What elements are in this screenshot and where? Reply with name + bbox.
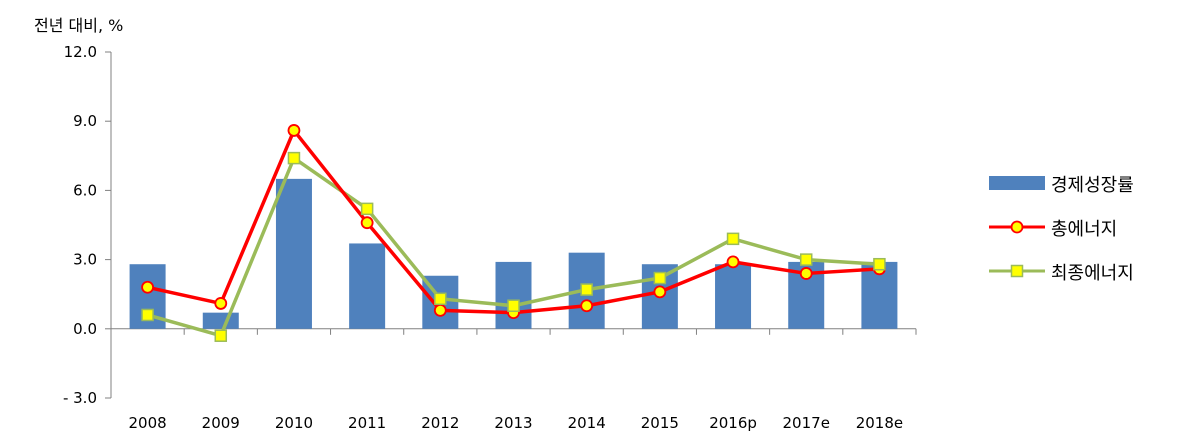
point-total-energy: [141, 280, 154, 294]
legend-label-gdp-growth: 경제성장률: [1051, 175, 1134, 196]
y-tick-label: 6.0: [73, 181, 97, 199]
point-total-energy: [360, 216, 374, 230]
point-final-energy: [214, 329, 228, 342]
point-total-energy: [799, 267, 813, 280]
y-tick-label: 12.0: [64, 43, 97, 61]
point-total-energy: [287, 124, 301, 137]
bar-gdp-growth: [349, 243, 386, 329]
x-tick-label: 2016p: [709, 414, 757, 432]
legend-label-total-energy: 총에너지: [1051, 219, 1118, 240]
x-tick-label: 2010: [275, 414, 313, 432]
x-tick-label: 2012: [421, 414, 459, 432]
y-tick-label: - 3.0: [63, 389, 97, 407]
legend-bar-swatch: [989, 176, 1045, 190]
point-final-energy: [580, 283, 593, 296]
point-final-energy: [507, 299, 520, 312]
bar-gdp-growth: [275, 178, 312, 329]
y-tick-label: 9.0: [73, 112, 97, 130]
x-tick-label: 2018e: [856, 414, 903, 432]
y-tick-label: 0.0: [73, 320, 97, 338]
legend-square-line-icon: [989, 264, 1045, 278]
x-tick-label: 2011: [348, 414, 386, 432]
bar-gdp-growth: [202, 312, 239, 329]
point-final-energy: [873, 257, 886, 271]
x-tick-label: 2015: [641, 414, 679, 432]
point-total-energy: [433, 303, 447, 317]
point-final-energy: [726, 232, 740, 246]
x-tick-label: 2009: [202, 414, 240, 432]
x-tick-label: 2017e: [783, 414, 830, 432]
axes-layer: - 3.0 0.0 3.0 6.0 9.0 12.0 2008 2009 2010 2011 201…: [63, 43, 917, 432]
point-total-energy: [580, 299, 594, 313]
legend-total-marker: [1010, 220, 1024, 234]
x-tick-label: 2013: [494, 414, 532, 432]
x-tick-label: 2014: [568, 414, 606, 432]
y-tick-label: 3.0: [73, 251, 97, 269]
legend-label-final-energy: 최종에너지: [1051, 263, 1134, 284]
point-final-energy: [653, 271, 667, 285]
point-total-energy: [726, 255, 740, 269]
x-tick-label: 2008: [128, 414, 166, 432]
bar-gdp-growth: [715, 264, 752, 329]
legend-final-marker: [1010, 264, 1024, 278]
point-final-energy: [360, 202, 374, 216]
point-final-energy: [141, 308, 154, 322]
point-final-energy: [287, 151, 301, 165]
point-total-energy: [653, 285, 667, 299]
point-final-energy: [799, 253, 813, 266]
legend-circle-line-icon: [989, 220, 1045, 234]
y-unit-label: 전년 대비, %: [34, 16, 124, 35]
point-total-energy: [214, 297, 228, 310]
lines-layer: [141, 124, 886, 342]
legend-bar-swatch-icon: [989, 176, 1045, 190]
point-final-energy: [434, 292, 447, 306]
